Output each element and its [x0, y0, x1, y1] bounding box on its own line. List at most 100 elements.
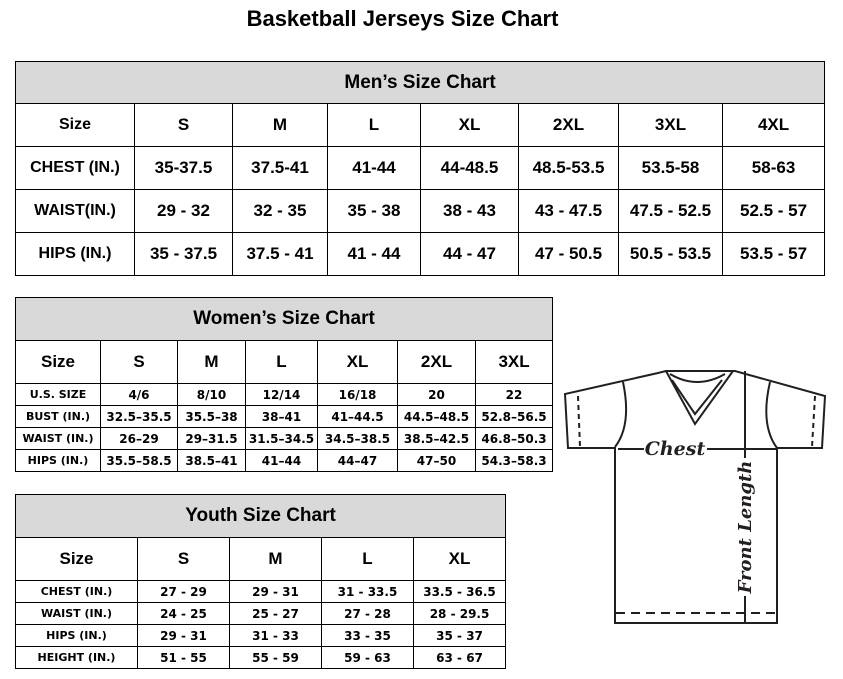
cell: 29 - 31: [137, 624, 230, 647]
cell: S: [100, 340, 178, 384]
cell: M: [229, 537, 322, 581]
cell: 35.5–38: [177, 405, 246, 428]
table-row: CHEST (IN.) 35-37.5 37.5-41 41-44 44-48.5 48.…: [15, 146, 826, 190]
table-row: WAIST (IN.) 24 - 25 25 - 27 27 - 28 28 - 29.…: [15, 602, 507, 625]
row-label: WAIST (IN.): [15, 427, 101, 450]
cell: 32 - 35: [232, 189, 328, 233]
cell: 53.5 - 57: [721, 232, 826, 276]
cell: 43 - 47.5: [518, 189, 619, 233]
row-label: WAIST (IN.): [15, 602, 138, 625]
size-header-row: Size S M L XL: [15, 537, 507, 581]
cell: 4/6: [100, 383, 178, 406]
cell: 50.5 - 53.5: [618, 232, 723, 276]
cell: L: [321, 537, 414, 581]
shirt-outline: [563, 370, 827, 624]
row-label: Size: [15, 340, 101, 384]
cell: 32.5–35.5: [100, 405, 178, 428]
cell: 33.5 - 36.5: [412, 580, 507, 603]
cell: 41-44: [327, 146, 421, 190]
cell: 38–41: [245, 405, 318, 428]
page-title: Basketball Jerseys Size Chart: [246, 6, 559, 31]
cell: 35 - 38: [327, 189, 421, 233]
chest-label: Chest: [645, 438, 706, 460]
cell: 29 - 31: [229, 580, 322, 603]
table-row: U.S. SIZE 4/6 8/10 12/14 16/18 20 22: [15, 383, 554, 406]
cell: 53.5-58: [618, 146, 723, 190]
cell: 27 - 28: [321, 602, 414, 625]
cell: 52.8–56.5: [474, 405, 554, 428]
cell: 2XL: [397, 340, 476, 384]
cell: 46.8–50.3: [474, 427, 554, 450]
cell: 59 - 63: [321, 646, 414, 669]
cell: L: [245, 340, 318, 384]
cell: S: [137, 537, 230, 581]
cell: 38.5–42.5: [397, 427, 476, 450]
womens-size-table: Women’s Size Chart Size S M L XL 2XL 3XL U.S. S…: [14, 297, 554, 472]
table-row: HIPS (IN.) 29 - 31 31 - 33 33 - 35 35 - 37: [15, 624, 507, 647]
cell: 34.5–38.5: [317, 427, 398, 450]
table-row: CHEST (IN.) 27 - 29 29 - 31 31 - 33.5 33.5 -…: [15, 580, 507, 603]
cell: 22: [474, 383, 554, 406]
cell: 54.3–58.3: [474, 449, 554, 472]
youth-heading: Youth Size Chart: [14, 494, 507, 538]
row-label: HEIGHT (IN.): [15, 646, 138, 669]
cell: 51 - 55: [137, 646, 230, 669]
size-header-row: Size S M L XL 2XL 3XL 4XL: [15, 103, 826, 147]
cell: 35-37.5: [134, 146, 233, 190]
cell: 44 - 47: [420, 232, 519, 276]
cell: 24 - 25: [137, 602, 230, 625]
cell: 31 - 33: [229, 624, 322, 647]
cell: 29–31.5: [177, 427, 246, 450]
cell: 3XL: [618, 103, 723, 147]
cell: 35.5–58.5: [100, 449, 178, 472]
cell: 47 - 50.5: [518, 232, 619, 276]
cell: 37.5-41: [232, 146, 328, 190]
mens-heading: Men’s Size Chart: [14, 61, 826, 104]
cell: 33 - 35: [321, 624, 414, 647]
front-length-label: Front Length: [735, 461, 756, 595]
cell: 35 - 37: [412, 624, 507, 647]
cell: 41–44.5: [317, 405, 398, 428]
table-row: HEIGHT (IN.) 51 - 55 55 - 59 59 - 63 63 - 67: [15, 646, 507, 669]
cell: 48.5-53.5: [518, 146, 619, 190]
size-header-row: Size S M L XL 2XL 3XL: [15, 340, 554, 384]
row-label: Size: [15, 537, 138, 581]
cell: 38 - 43: [420, 189, 519, 233]
cell: 44–47: [317, 449, 398, 472]
cell: 58-63: [721, 146, 826, 190]
cell: 44-48.5: [420, 146, 519, 190]
row-label: WAIST(IN.): [15, 189, 135, 233]
cell: 16/18: [317, 383, 398, 406]
youth-size-table: Youth Size Chart Size S M L XL CHEST (IN.) 27 …: [14, 494, 507, 669]
table-row: HIPS (IN.) 35 - 37.5 37.5 - 41 41 - 44 44 - …: [15, 232, 826, 276]
sleeve-seams: [614, 381, 778, 449]
row-label: CHEST (IN.): [15, 580, 138, 603]
cell: 52.5 - 57: [721, 189, 826, 233]
cell: L: [327, 103, 421, 147]
cell: M: [177, 340, 246, 384]
cell: 38.5–41: [177, 449, 246, 472]
cell: 29 - 32: [134, 189, 233, 233]
cell: 37.5 - 41: [232, 232, 328, 276]
row-label: U.S. SIZE: [15, 383, 101, 406]
womens-heading: Women’s Size Chart: [14, 297, 554, 341]
cell: 27 - 29: [137, 580, 230, 603]
cell: XL: [412, 537, 507, 581]
row-label: HIPS (IN.): [15, 624, 138, 647]
cell: 47.5 - 52.5: [618, 189, 723, 233]
row-label: Size: [15, 103, 135, 147]
row-label: BUST (IN.): [15, 405, 101, 428]
table-row: WAIST (IN.) 26–29 29–31.5 31.5–34.5 34.5–38.…: [15, 427, 554, 450]
cell: 31.5–34.5: [245, 427, 318, 450]
table-row: BUST (IN.) 32.5–35.5 35.5–38 38–41 41–44.5 44…: [15, 405, 554, 428]
table-row: HIPS (IN.) 35.5–58.5 38.5–41 41–44 44–47 47–5…: [15, 449, 554, 472]
jersey-measurement-diagram: Chest Front Length: [563, 370, 827, 624]
cell: 2XL: [518, 103, 619, 147]
cell: 3XL: [474, 340, 554, 384]
mens-size-table: Men’s Size Chart Size S M L XL 2XL 3XL 4XL CHEST…: [14, 61, 826, 276]
cell: XL: [420, 103, 519, 147]
cell: 31 - 33.5: [321, 580, 414, 603]
row-label: HIPS (IN.): [15, 449, 101, 472]
row-label: CHEST (IN.): [15, 146, 135, 190]
